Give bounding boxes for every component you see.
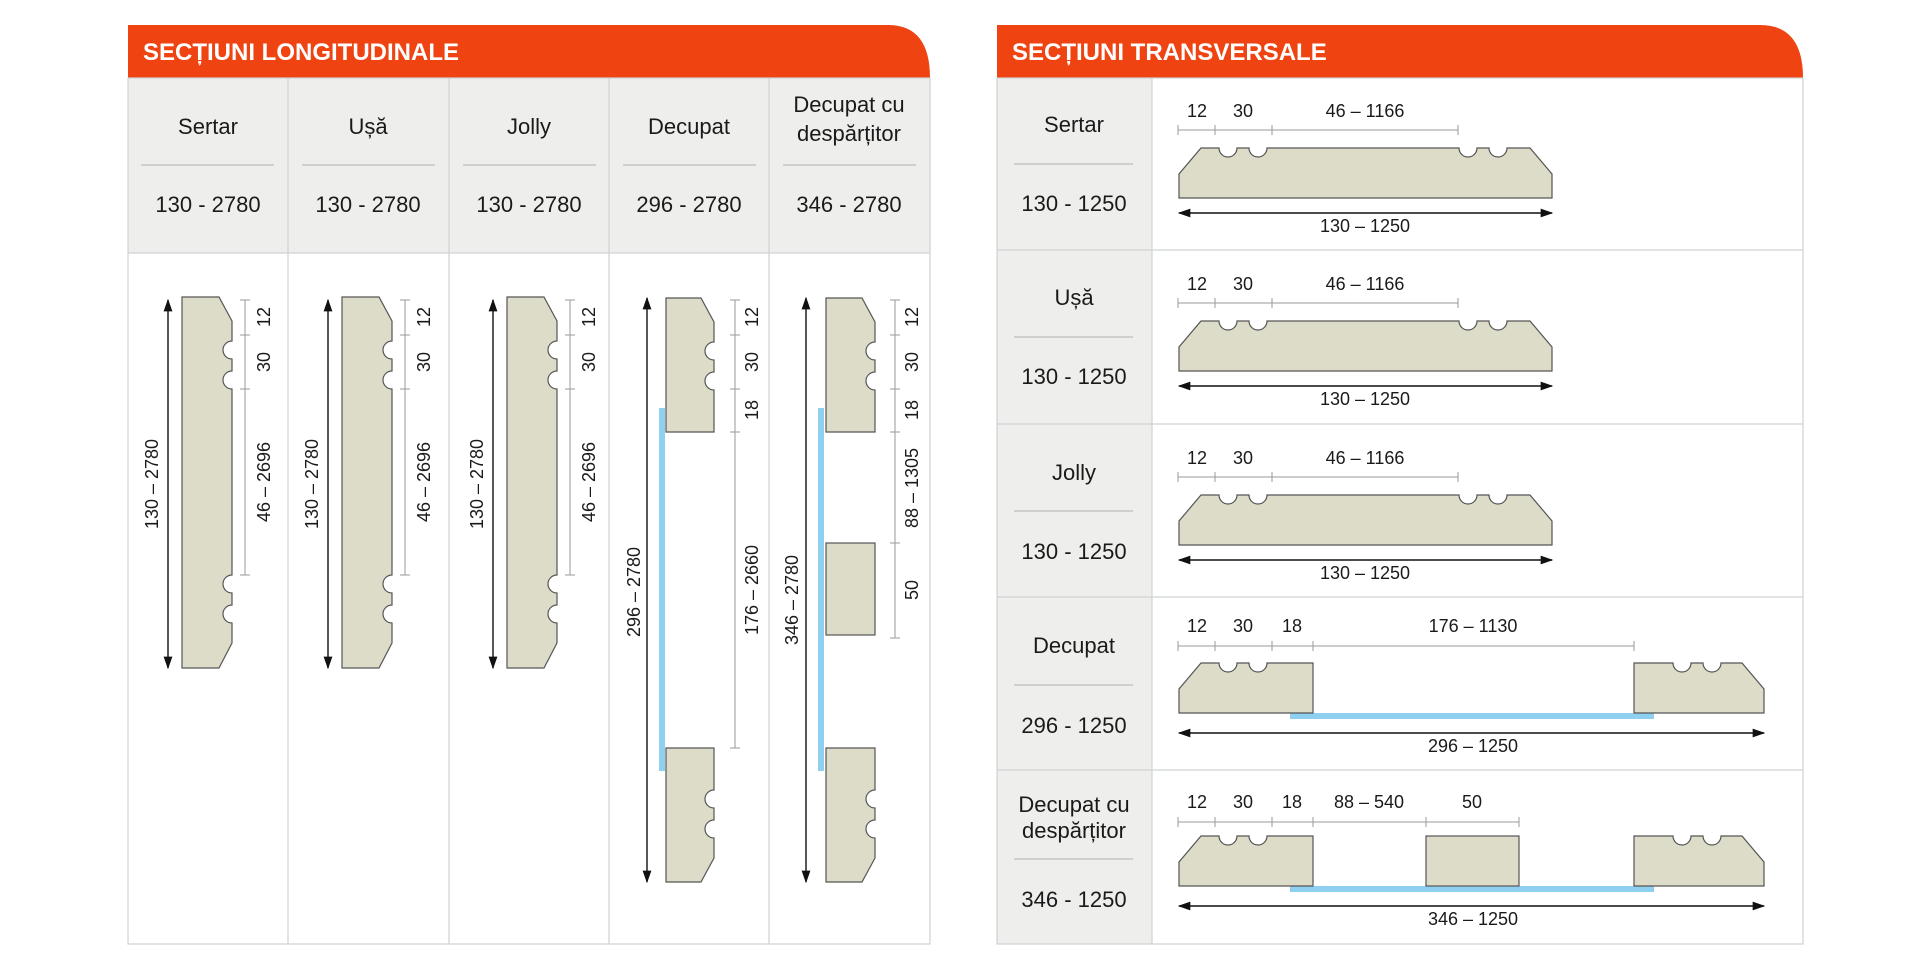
svg-text:130 – 1250: 130 – 1250	[1320, 216, 1410, 236]
svg-text:12: 12	[254, 307, 274, 327]
col-jolly-range: 130 - 2780	[476, 192, 581, 217]
row-decupat-name: Decupat	[1033, 633, 1115, 658]
profile-jolly: 130 – 2780 12 30 46 – 2696	[467, 296, 599, 670]
row-despartitor-range: 346 - 1250	[1021, 887, 1126, 912]
svg-text:130 – 2780: 130 – 2780	[467, 439, 487, 529]
row-sertar-range: 130 - 1250	[1021, 191, 1126, 216]
svg-text:176 – 2660: 176 – 2660	[742, 545, 762, 635]
svg-text:30: 30	[742, 352, 762, 372]
svg-text:30: 30	[1233, 616, 1253, 636]
svg-text:88 – 1305: 88 – 1305	[902, 448, 922, 528]
col-decupat-name: Decupat	[648, 114, 730, 139]
svg-text:130 – 1250: 130 – 1250	[1320, 563, 1410, 583]
svg-text:46 – 2696: 46 – 2696	[579, 442, 599, 522]
row-despartitor-name-1: Decupat cu	[1018, 792, 1129, 817]
svg-text:12: 12	[1187, 792, 1207, 812]
svg-text:296 – 2780: 296 – 2780	[624, 547, 644, 637]
svg-text:12: 12	[414, 307, 434, 327]
profile-h-decupat: 12 30 18 176 – 1130 296 – 1250	[1177, 616, 1766, 756]
profile-h-jolly: 12 30 46 – 1166 130 – 1250	[1177, 448, 1554, 583]
transversal-table: SECȚIUNI TRANSVERSALE Sertar 130 - 1250 …	[996, 25, 1804, 945]
longitudinal-title: SECȚIUNI LONGITUDINALE	[143, 39, 459, 66]
svg-text:12: 12	[902, 307, 922, 327]
row-usa-range: 130 - 1250	[1021, 364, 1126, 389]
profile-h-usa: 12 30 46 – 1166 130 – 1250	[1177, 274, 1554, 409]
svg-text:12: 12	[1187, 274, 1207, 294]
svg-text:130 – 2780: 130 – 2780	[302, 439, 322, 529]
profile-h-decupat-despartitor: 12 30 18 88 – 540 50 346 – 1250	[1177, 792, 1766, 929]
svg-text:18: 18	[902, 400, 922, 420]
longitudinal-table: SECȚIUNI LONGITUDINALE Sertar 130 - 2780…	[127, 25, 931, 945]
svg-text:50: 50	[902, 580, 922, 600]
svg-text:12: 12	[742, 307, 762, 327]
svg-text:12: 12	[1187, 616, 1207, 636]
svg-text:30: 30	[902, 352, 922, 372]
row-jolly-name: Jolly	[1052, 460, 1096, 485]
col-usa-name: Ușă	[348, 114, 388, 139]
col-sertar-range: 130 - 2780	[155, 192, 260, 217]
svg-text:46 – 2696: 46 – 2696	[414, 442, 434, 522]
profile-decupat-despartitor: 346 – 2780 12 30 18 88 – 1305 50	[782, 296, 922, 884]
svg-text:12: 12	[1187, 448, 1207, 468]
row-jolly-range: 130 - 1250	[1021, 539, 1126, 564]
col-sertar-name: Sertar	[178, 114, 238, 139]
svg-text:88 – 540: 88 – 540	[1334, 792, 1404, 812]
col-usa-range: 130 - 2780	[315, 192, 420, 217]
svg-text:12: 12	[1187, 101, 1207, 121]
profile-h-sertar: 12 30 46 – 1166 130 – 1250	[1177, 101, 1554, 236]
profile-decupat: 296 – 2780 12 30 18 176 – 2660	[624, 296, 762, 884]
row-decupat-range: 296 - 1250	[1021, 713, 1126, 738]
svg-text:30: 30	[1233, 101, 1253, 121]
svg-text:346 – 2780: 346 – 2780	[782, 555, 802, 645]
col-despartitor-name-2: despărțitor	[797, 121, 901, 146]
svg-text:30: 30	[414, 352, 434, 372]
svg-text:46 – 1166: 46 – 1166	[1326, 274, 1405, 294]
svg-text:50: 50	[1462, 792, 1482, 812]
col-decupat-range: 296 - 2780	[636, 192, 741, 217]
svg-text:46 – 2696: 46 – 2696	[254, 442, 274, 522]
svg-text:30: 30	[1233, 448, 1253, 468]
transversal-title: SECȚIUNI TRANSVERSALE	[1012, 39, 1327, 66]
profile-usa: 130 – 2780 12 30 46 – 2696	[302, 296, 434, 670]
svg-text:46 – 1166: 46 – 1166	[1326, 101, 1405, 121]
svg-text:18: 18	[1282, 792, 1302, 812]
svg-text:296 – 1250: 296 – 1250	[1428, 736, 1518, 756]
row-sertar-name: Sertar	[1044, 112, 1104, 137]
svg-text:30: 30	[579, 352, 599, 372]
svg-text:12: 12	[579, 307, 599, 327]
svg-text:346 – 1250: 346 – 1250	[1428, 909, 1518, 929]
svg-text:130 – 1250: 130 – 1250	[1320, 389, 1410, 409]
profile-sertar: 130 – 2780 12 30 46 – 2696	[142, 296, 274, 670]
col-despartitor-name-1: Decupat cu	[793, 92, 904, 117]
svg-text:46 – 1166: 46 – 1166	[1326, 448, 1405, 468]
svg-text:30: 30	[254, 352, 274, 372]
svg-text:130 – 2780: 130 – 2780	[142, 439, 162, 529]
col-despartitor-range: 346 - 2780	[796, 192, 901, 217]
svg-text:30: 30	[1233, 792, 1253, 812]
svg-text:18: 18	[742, 400, 762, 420]
col-jolly-name: Jolly	[507, 114, 551, 139]
svg-text:30: 30	[1233, 274, 1253, 294]
transversal-header-bar	[997, 25, 1803, 78]
longitudinal-header-bar	[128, 25, 930, 78]
svg-text:176 – 1130: 176 – 1130	[1429, 616, 1518, 636]
row-despartitor-name-2: despărțitor	[1022, 818, 1126, 843]
svg-text:18: 18	[1282, 616, 1302, 636]
row-usa-name: Ușă	[1054, 285, 1094, 310]
